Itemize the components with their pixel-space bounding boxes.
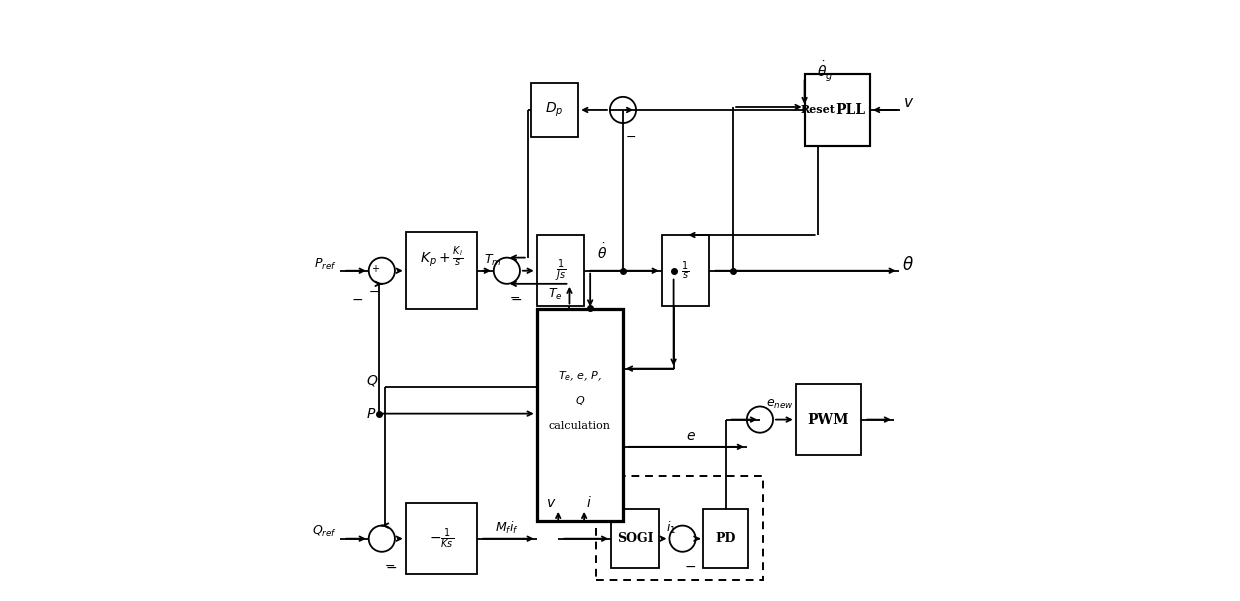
Bar — [611, 509, 658, 569]
Text: $-$: $-$ — [368, 285, 379, 298]
Text: $-$: $-$ — [625, 130, 636, 143]
Bar — [537, 310, 622, 521]
Bar — [796, 384, 861, 456]
Text: $v$: $v$ — [546, 496, 557, 510]
Bar — [805, 75, 870, 145]
Text: $e$: $e$ — [687, 429, 697, 443]
Text: PWM: PWM — [807, 413, 849, 427]
Text: $T_m$: $T_m$ — [485, 252, 502, 267]
Text: $-$: $-$ — [351, 292, 363, 306]
Text: $-$: $-$ — [384, 560, 397, 574]
Text: $\frac{1}{s}$: $\frac{1}{s}$ — [682, 259, 689, 282]
Text: SOGI: SOGI — [616, 532, 653, 545]
Text: $Q$: $Q$ — [574, 394, 585, 407]
Bar — [596, 476, 763, 581]
Text: $v$: $v$ — [903, 96, 914, 110]
Text: $M_f i_f$: $M_f i_f$ — [495, 520, 518, 536]
Text: $K_p+\frac{K_i}{s}$: $K_p+\frac{K_i}{s}$ — [420, 245, 463, 270]
Text: $Q_{ref}$: $Q_{ref}$ — [312, 524, 337, 539]
Text: $+$: $+$ — [371, 263, 379, 275]
Text: $-\frac{1}{Ks}$: $-\frac{1}{Ks}$ — [429, 526, 454, 551]
Text: $\frac{1}{Js}$: $\frac{1}{Js}$ — [554, 258, 567, 284]
Text: $D_p$: $D_p$ — [546, 101, 564, 119]
Text: $\dot{\theta}$: $\dot{\theta}$ — [596, 242, 608, 261]
Text: $T_e$, $e$, $P$,: $T_e$, $e$, $P$, — [558, 370, 601, 383]
Text: PD: PD — [715, 532, 735, 545]
Text: $P$: $P$ — [366, 407, 376, 421]
Bar — [531, 83, 578, 137]
Bar — [405, 232, 477, 310]
Text: $Q$: $Q$ — [367, 373, 379, 388]
Text: $-$: $-$ — [510, 292, 522, 306]
Bar — [703, 509, 748, 569]
Text: $-$: $-$ — [383, 559, 394, 572]
Text: $-$: $-$ — [684, 559, 697, 573]
Text: $-$: $-$ — [508, 291, 520, 304]
Bar — [405, 503, 477, 575]
Text: $T_e$: $T_e$ — [548, 287, 562, 302]
Text: Reset: Reset — [801, 105, 836, 115]
Text: $i$: $i$ — [587, 495, 591, 510]
Text: $\theta$: $\theta$ — [901, 256, 914, 274]
Bar — [537, 235, 584, 307]
Text: $P_{ref}$: $P_{ref}$ — [315, 257, 337, 272]
Text: calculation: calculation — [549, 421, 611, 431]
Text: PLL: PLL — [836, 103, 866, 117]
Bar — [662, 235, 709, 307]
Text: $\dot{\theta}_g$: $\dot{\theta}_g$ — [817, 59, 833, 84]
Text: $i_1$: $i_1$ — [666, 520, 676, 536]
Text: $e_{new}$: $e_{new}$ — [766, 398, 794, 411]
